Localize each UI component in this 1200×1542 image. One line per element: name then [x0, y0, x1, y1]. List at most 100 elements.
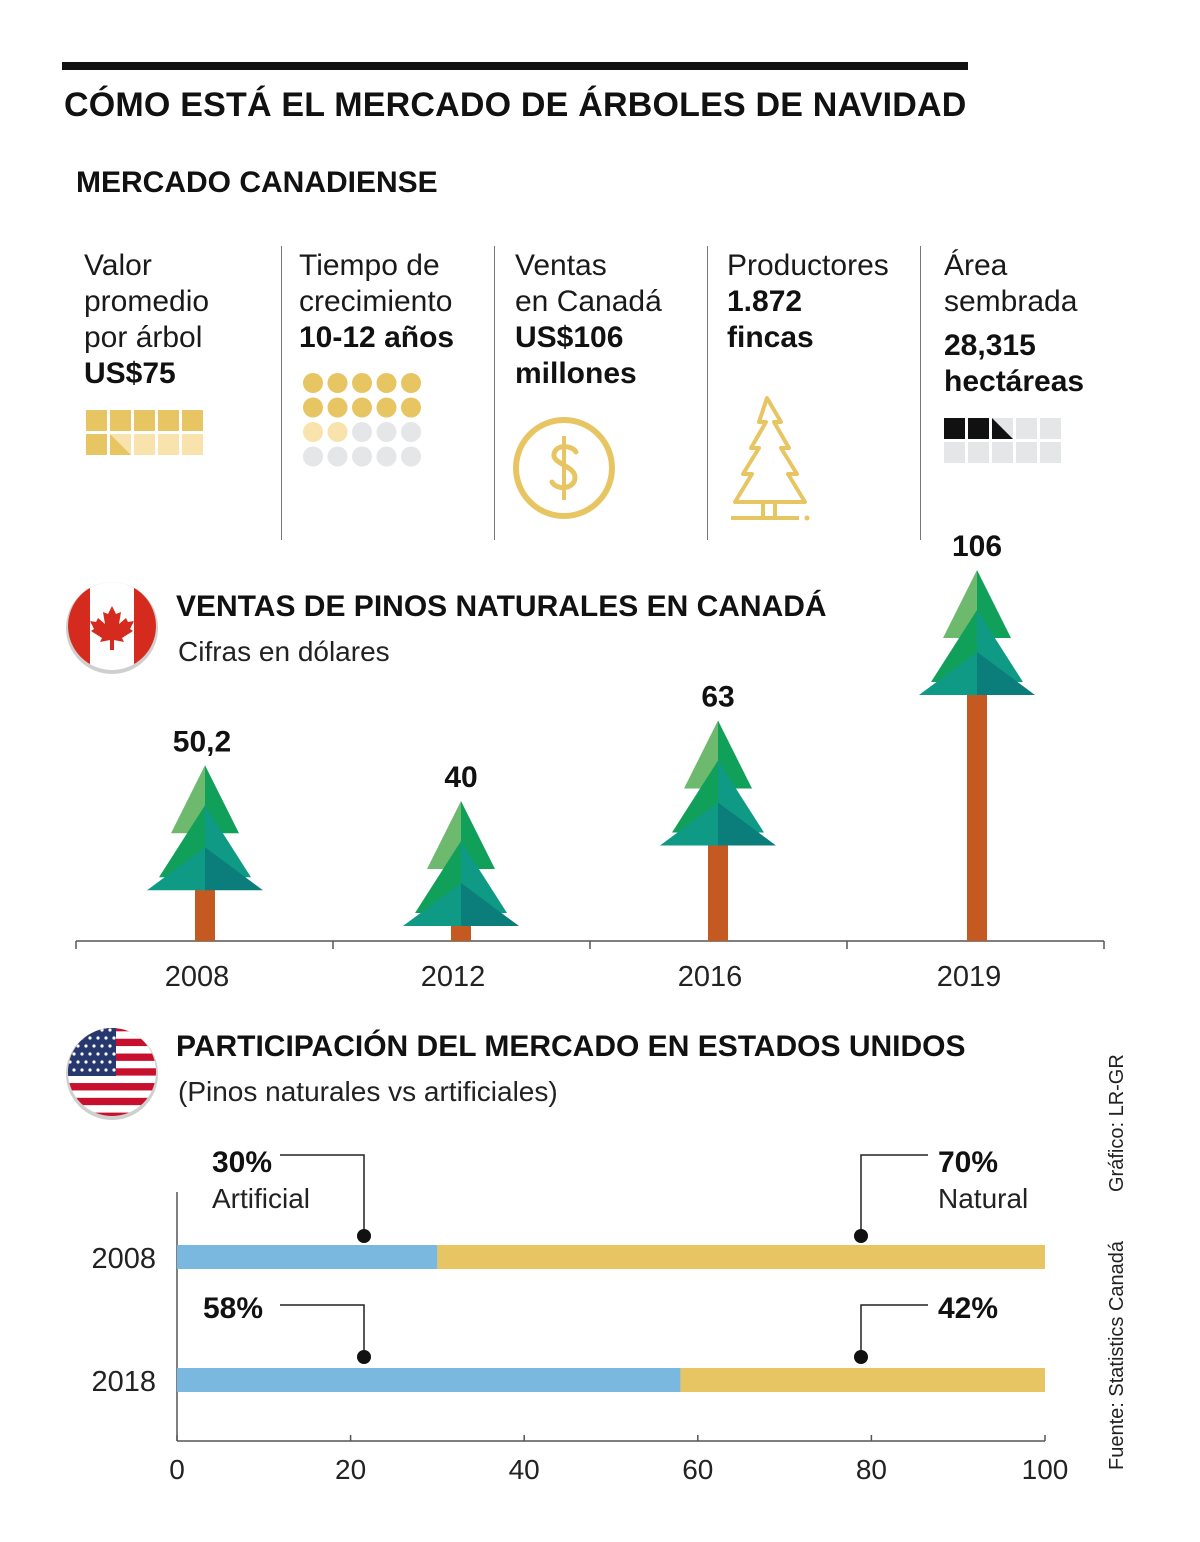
category-label: 2008 [91, 1243, 156, 1275]
dot-unit [401, 446, 421, 467]
x-tick-label: 20 [335, 1454, 366, 1485]
dot-unit [352, 422, 372, 442]
artificial-2008-pct: 30% [212, 1146, 273, 1179]
callout-dot [854, 1229, 868, 1243]
x-tick-label: 80 [856, 1454, 887, 1485]
usa-chart-title: PARTICIPACIÓN DEL MERCADO EN ESTADOS UNI… [176, 1030, 966, 1063]
x-tick-label: 0 [169, 1454, 185, 1485]
category-label: 2012 [421, 961, 486, 993]
natural-2008-pct: 70% [938, 1146, 999, 1179]
stat-valor-label-line: promedio [84, 285, 210, 318]
square-unit [968, 418, 989, 439]
bar-segment-natural-2008 [437, 1245, 1045, 1269]
dot-unit [376, 446, 397, 467]
dot-unit [303, 446, 323, 467]
tree-tier [718, 720, 752, 789]
tree-bar-2019 [919, 570, 1035, 941]
bar-segment-artificial-2018 [177, 1368, 681, 1392]
dot-unit [376, 373, 397, 393]
pine-tree-outline-icon [731, 396, 810, 521]
stat-valor-label: Valor promedio por árbol [84, 248, 209, 356]
value-label: 63 [701, 681, 734, 714]
value-label: 106 [952, 530, 1002, 563]
area-fraction-icon [944, 418, 1061, 463]
stat-valor: Valor promedio por árbol US$75 [84, 248, 209, 392]
square-unit [134, 434, 155, 455]
x-tick-label: 60 [682, 1454, 713, 1485]
canada-flag-icon [66, 582, 158, 674]
tree-trunk [967, 680, 987, 941]
dot-unit [376, 397, 397, 418]
tree-tier [205, 847, 263, 891]
tree-bar-2012 [403, 801, 519, 941]
stat-tiempo: Tiempo de crecimiento 10-12 años [299, 248, 454, 356]
tree-trunk [708, 830, 728, 941]
divider [920, 246, 921, 540]
callout-dot [854, 1350, 868, 1364]
stat-productores: Productores 1.872 fincas [727, 248, 889, 356]
stat-tiempo-label-line: crecimiento [299, 285, 453, 318]
stat-valor-value: US$75 [84, 356, 209, 392]
square-unit [182, 410, 203, 431]
dollar-coin-icon [513, 417, 615, 519]
callout-line [860, 1154, 928, 1236]
years-dots-icon [303, 373, 421, 467]
artificial-2008-label: Artificial [212, 1183, 311, 1214]
stat-area-value-line: 28,315 [944, 329, 1036, 362]
page-title: CÓMO ESTÁ EL MERCADO DE ÁRBOLES DE NAVID… [64, 86, 967, 124]
dot-unit [401, 373, 421, 393]
stat-productores-value-line: fincas [727, 321, 814, 354]
square-unit [134, 410, 155, 431]
stat-ventas-label-line: Ventas [515, 249, 607, 282]
divider [494, 246, 495, 540]
x-tick-label: 40 [509, 1454, 540, 1485]
bar-segment-artificial-2008 [177, 1245, 438, 1269]
callout-line [280, 1154, 365, 1236]
stat-tiempo-label-line: Tiempo de [299, 249, 440, 282]
stat-ventas-value-line: US$106 [515, 321, 624, 354]
divider [707, 246, 708, 540]
dot-unit [352, 373, 372, 393]
tree-tier [684, 720, 718, 789]
square-unit [944, 418, 965, 439]
artificial-2018-pct: 58% [203, 1292, 264, 1325]
stat-productores-value-line: 1.872 [727, 285, 803, 318]
dot-unit [401, 397, 421, 418]
square-unit [1040, 442, 1061, 463]
category-label: 2019 [937, 961, 1002, 993]
tree-trunk [195, 875, 215, 941]
dot-unit [327, 397, 348, 418]
square-unit [110, 410, 131, 431]
stat-ventas-value-line: millones [515, 357, 637, 390]
dot-unit [327, 446, 348, 467]
tree-tier [403, 883, 461, 926]
square-unit [158, 410, 179, 431]
credit-fuente: Fuente: Statistics Canadá [1106, 1240, 1128, 1470]
bar-segment-natural-2018 [680, 1368, 1045, 1392]
square-unit [992, 442, 1013, 463]
square-unit [968, 442, 989, 463]
square-unit [1016, 418, 1037, 439]
callout-dot [357, 1229, 371, 1243]
callout-dot [357, 1350, 371, 1364]
canada-bar-chart: 50,2 2008 40 2012 63 2016 106 2019 [75, 530, 1105, 993]
square-unit [1040, 418, 1061, 439]
stat-ventas: Ventas en Canadá US$106 millones [515, 248, 662, 392]
square-unit-half [992, 418, 1013, 439]
stat-area-label-line: sembrada [944, 285, 1078, 318]
stat-area: Área sembrada 28,315 hectáreas [944, 248, 1084, 400]
category-label: 2008 [165, 961, 230, 993]
square-unit [944, 442, 965, 463]
dot-unit [352, 397, 372, 418]
tree-tier [427, 801, 461, 869]
dot-unit [327, 422, 348, 442]
dot-unit [303, 397, 323, 418]
tree-bar-2008 [147, 765, 263, 941]
header-rule [62, 62, 968, 70]
stat-tiempo-value: 10-12 años [299, 321, 455, 354]
callout-line [860, 1304, 928, 1357]
dot-unit [303, 422, 323, 442]
tree-tier [147, 847, 205, 891]
stat-valor-label-line: Valor [84, 249, 152, 282]
tree-tier [919, 652, 977, 695]
